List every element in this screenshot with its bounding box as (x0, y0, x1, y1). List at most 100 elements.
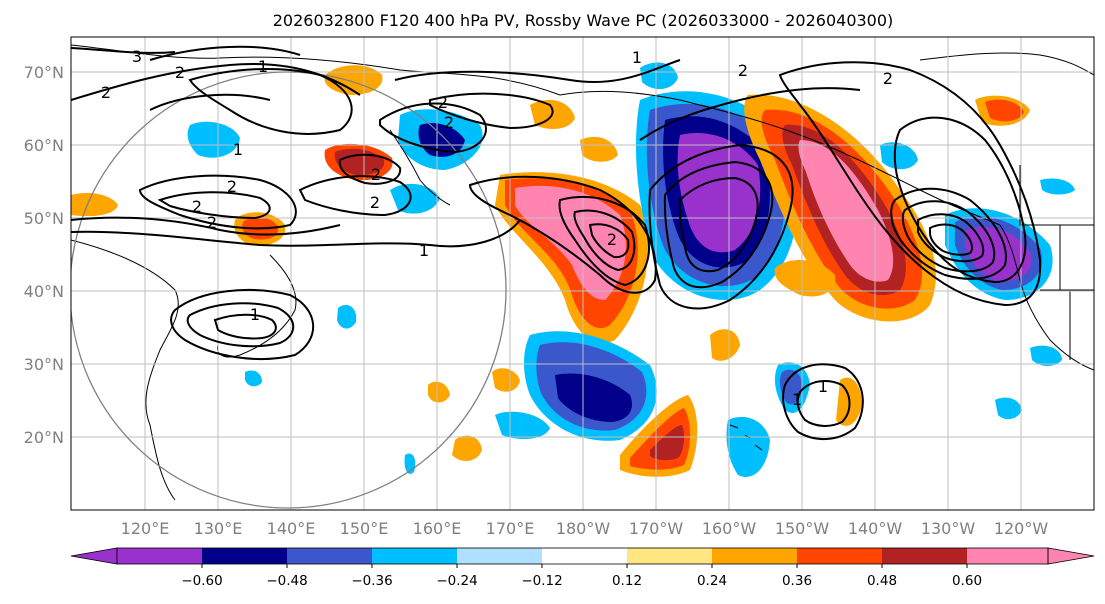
contour-label: 2 (207, 213, 217, 232)
lat-label: 40°N (24, 282, 64, 301)
contour-label: 2 (370, 193, 380, 212)
colorbar-tick-label: −0.48 (266, 573, 307, 589)
longitude-labels: 120°E 130°E 140°E 150°E 160°E 170°E 180°… (121, 519, 1049, 538)
lon-label: 120°E (121, 519, 170, 538)
pv-contour-line (558, 196, 650, 287)
pv-contour-line (71, 47, 176, 54)
map-frame (70, 36, 1095, 511)
contour-label: 1 (258, 57, 268, 76)
lon-label: 180°W (556, 519, 611, 538)
lat-label: 30°N (24, 355, 64, 374)
pv-shading (71, 62, 1075, 477)
lon-label: 170°E (486, 519, 535, 538)
coastline-canada-north (919, 52, 1094, 76)
colorbar-segment (287, 548, 372, 564)
shading-negative-region (1030, 345, 1062, 366)
border-us-states (1040, 225, 1094, 360)
colorbar-tick-label: −0.12 (521, 573, 562, 589)
colorbar-segment (712, 548, 797, 564)
lat-label: 50°N (24, 209, 64, 228)
colorbar-tick-label: −0.24 (436, 573, 477, 589)
colorbar-tick-label: 0.60 (952, 573, 982, 589)
pv-contour-line (588, 223, 630, 259)
colorbar-segment (117, 548, 202, 564)
pv-contour-line (893, 116, 1027, 284)
lon-label: 160°W (702, 519, 757, 538)
pv-contour-line (782, 363, 864, 441)
contour-label: 1 (792, 390, 802, 409)
colorbar-tick-label: −0.36 (351, 573, 392, 589)
shading-positive-region (650, 425, 685, 461)
pv-contour-line (639, 87, 861, 141)
coastline-japan (216, 254, 297, 358)
shading-negative-region (880, 142, 918, 170)
colorbar-segment (457, 548, 542, 564)
pv-contour-line (170, 289, 315, 361)
coastlines (71, 44, 1094, 501)
pv-contour-line (71, 216, 341, 236)
contour-label: 2 (101, 83, 111, 102)
lon-label: 140°W (848, 519, 903, 538)
coastline-east-asia (71, 239, 179, 501)
pv-contour-line (213, 313, 277, 340)
pv-contour-line (429, 92, 554, 130)
shading-positive-region (774, 259, 836, 297)
colorbar-tick-label: 0.12 (612, 573, 642, 589)
pv-contour-line (796, 379, 851, 427)
gridlines (71, 37, 1094, 510)
shading-positive-region (71, 193, 118, 217)
contour-label: 1 (632, 48, 642, 67)
lon-label: 130°E (194, 519, 243, 538)
contour-label: 2 (738, 61, 748, 80)
colorbar-segment (627, 548, 712, 564)
contour-label: 3 (132, 47, 142, 66)
colorbar-extend-high (1047, 547, 1095, 565)
colorbar-ticks (201, 564, 968, 568)
shading-negative-region (187, 121, 240, 158)
lat-label: 70°N (24, 63, 64, 82)
pv-contour-line (778, 61, 1042, 307)
contour-label: 1 (250, 305, 260, 324)
lon-label: 140°E (267, 519, 316, 538)
pv-contour-line (678, 176, 759, 273)
colorbar-tick-label: 0.36 (782, 573, 812, 589)
lon-label: 150°W (775, 519, 830, 538)
colorbar-segment (202, 548, 287, 564)
contour-label: 1 (818, 377, 828, 396)
lon-label: 150°E (340, 519, 389, 538)
contour-label: 2 (438, 93, 448, 112)
lon-label: 120°W (994, 519, 1049, 538)
pv-contour-line (298, 175, 412, 217)
colorbar-tick-label: −0.60 (181, 573, 222, 589)
colorbar-segment (967, 548, 1048, 564)
shading-negative-region (495, 411, 550, 440)
pv-contour-line (186, 302, 295, 348)
shading-positive-region (798, 140, 894, 282)
coastline-north-america-west (999, 224, 1094, 371)
lat-label: 60°N (24, 136, 64, 155)
contour-label: 2 (175, 63, 185, 82)
lon-label: 130°W (921, 519, 976, 538)
colorbar-segment (372, 548, 457, 564)
contour-labels: 3 2 1 2 2 1 2 2 2 2 1 2 2 1 2 1 2 2 1 1 (101, 47, 893, 409)
pv-contour-line (663, 160, 774, 289)
coastline-kamchatka (389, 129, 451, 206)
shading-positive-region (985, 99, 1024, 122)
shading-negative-region (726, 416, 770, 477)
reference-circle (71, 71, 507, 509)
shading-negative-region (640, 62, 678, 90)
pv-contour-line (890, 187, 1007, 280)
pv-contour-line (379, 102, 487, 154)
figure-title: 2026032800 F120 400 hPa PV, Rossby Wave … (273, 11, 894, 30)
pv-contour-line (929, 223, 973, 256)
colorbar-extend-low (70, 547, 118, 565)
colorbar-frame (116, 547, 1049, 565)
shading-positive-region (428, 381, 450, 403)
coastline-alaska (559, 90, 1001, 226)
shading-positive-region (580, 136, 618, 162)
pv-contour-line (901, 200, 996, 273)
colorbar-segment (542, 548, 627, 564)
colorbar: −0.60 −0.48 −0.36 −0.24 −0.12 0.12 0.24 … (70, 547, 1095, 589)
pv-contour-line (149, 45, 301, 61)
